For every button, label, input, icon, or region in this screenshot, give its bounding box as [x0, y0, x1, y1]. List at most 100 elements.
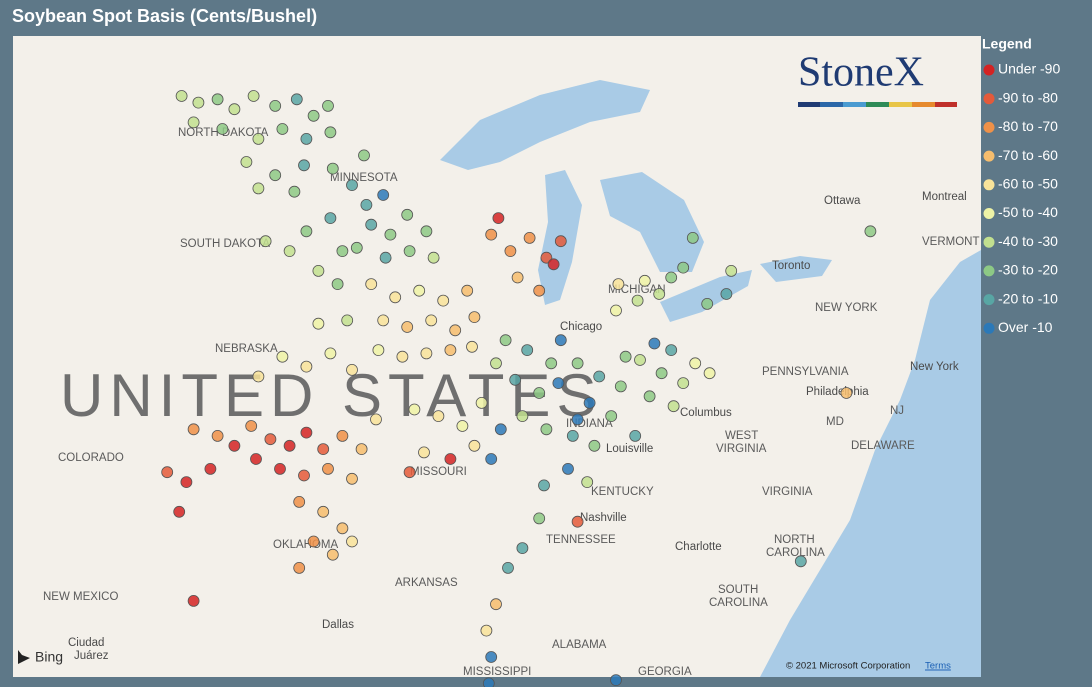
basis-point [554, 235, 567, 248]
state-label: NEBRASKA [215, 343, 278, 355]
state-label: VIRGINIA [716, 443, 767, 455]
logo-stripe [798, 102, 820, 107]
state-label: MINNESOTA [330, 172, 398, 184]
state-label: ALABAMA [552, 639, 607, 651]
legend-swatch [983, 121, 995, 133]
basis-point [475, 396, 488, 409]
basis-point [499, 334, 512, 347]
basis-point [461, 284, 474, 297]
basis-point [485, 453, 498, 465]
state-label: MD [826, 416, 844, 428]
legend-swatch [983, 322, 995, 334]
state-label: NORTH [774, 534, 815, 546]
basis-point [533, 387, 546, 399]
basis-point [605, 410, 618, 423]
city-label: Nashville [580, 512, 627, 524]
basis-point [554, 334, 567, 347]
basis-point [566, 429, 579, 442]
basis-point [264, 433, 277, 446]
basis-point [326, 548, 339, 561]
terms-link[interactable]: Terms [925, 661, 951, 672]
basis-point [677, 377, 690, 390]
basis-point [403, 466, 416, 479]
lake-superior [440, 80, 650, 170]
basis-point [619, 350, 632, 363]
state-label: NJ [890, 405, 904, 417]
legend-swatch [983, 294, 995, 306]
basis-point [490, 598, 502, 611]
basis-point [432, 410, 445, 423]
basis-point [614, 380, 627, 393]
state-label: VIRGINIA [762, 486, 813, 498]
basis-point [638, 274, 651, 287]
basis-point [701, 297, 714, 310]
basis-point [490, 357, 502, 370]
basis-point [571, 413, 584, 426]
basis-point [252, 182, 265, 195]
basis-point [456, 420, 469, 432]
basis-point [667, 400, 680, 413]
basis-point [396, 350, 409, 363]
basis-point [523, 231, 536, 244]
basis-point [643, 390, 656, 403]
legend-label: -50 to -40 [998, 204, 1058, 220]
basis-point [322, 462, 334, 475]
basis-point [545, 357, 558, 370]
legend-label: -30 to -20 [998, 262, 1058, 278]
visual-title: Soybean Spot Basis (Cents/Bushel) [12, 6, 318, 26]
lake-erie [660, 270, 752, 322]
basis-point [468, 311, 481, 324]
logo-stripe [820, 102, 843, 107]
basis-point [665, 344, 678, 357]
basis-point [403, 245, 416, 258]
basis-point [355, 443, 368, 456]
basis-point [516, 542, 529, 554]
state-label: NEW YORK [815, 302, 878, 314]
basis-point [187, 595, 200, 607]
basis-point [377, 189, 390, 201]
legend-swatch [983, 265, 995, 277]
legend-label: -60 to -50 [998, 176, 1058, 192]
basis-point [840, 387, 853, 399]
basis-point [444, 344, 457, 357]
basis-point [538, 479, 550, 492]
basis-point [312, 264, 325, 277]
basis-point [494, 423, 507, 436]
basis-point [228, 439, 241, 452]
basis-point [276, 123, 289, 135]
basis-point [180, 476, 193, 489]
basis-point [648, 337, 661, 350]
basis-point [725, 264, 738, 277]
city-label: Columbus [680, 407, 732, 419]
legend-label: -20 to -10 [998, 290, 1058, 306]
basis-point [250, 453, 262, 465]
basis-point [346, 363, 358, 376]
country-label: UNITED STATES [60, 362, 602, 429]
basis-point [240, 156, 253, 168]
state-label: GEORGIA [638, 666, 692, 678]
state-label: KENTUCKY [591, 486, 654, 498]
basis-point [173, 505, 186, 518]
city-label: Juárez [74, 650, 109, 662]
basis-point [336, 522, 349, 535]
state-label: VERMONT [922, 236, 980, 248]
basis-point [418, 446, 430, 459]
logo-bar [798, 102, 957, 107]
state-label: TENNESSEE [546, 534, 616, 546]
state-label: OKLAHOMA [273, 539, 339, 551]
basis-point [283, 439, 296, 452]
basis-point [341, 314, 354, 327]
basis-point [300, 225, 313, 238]
basis-point [492, 212, 505, 225]
basis-point [324, 212, 337, 225]
city-label: Montreal [922, 191, 967, 203]
basis-point [290, 93, 303, 106]
basis-point [377, 314, 390, 327]
state-label: SOUTH [718, 584, 758, 596]
basis-point [794, 555, 807, 568]
basis-point [420, 225, 433, 238]
city-label: Ciudad [68, 637, 104, 649]
basis-point [350, 241, 363, 254]
basis-point [384, 228, 397, 241]
